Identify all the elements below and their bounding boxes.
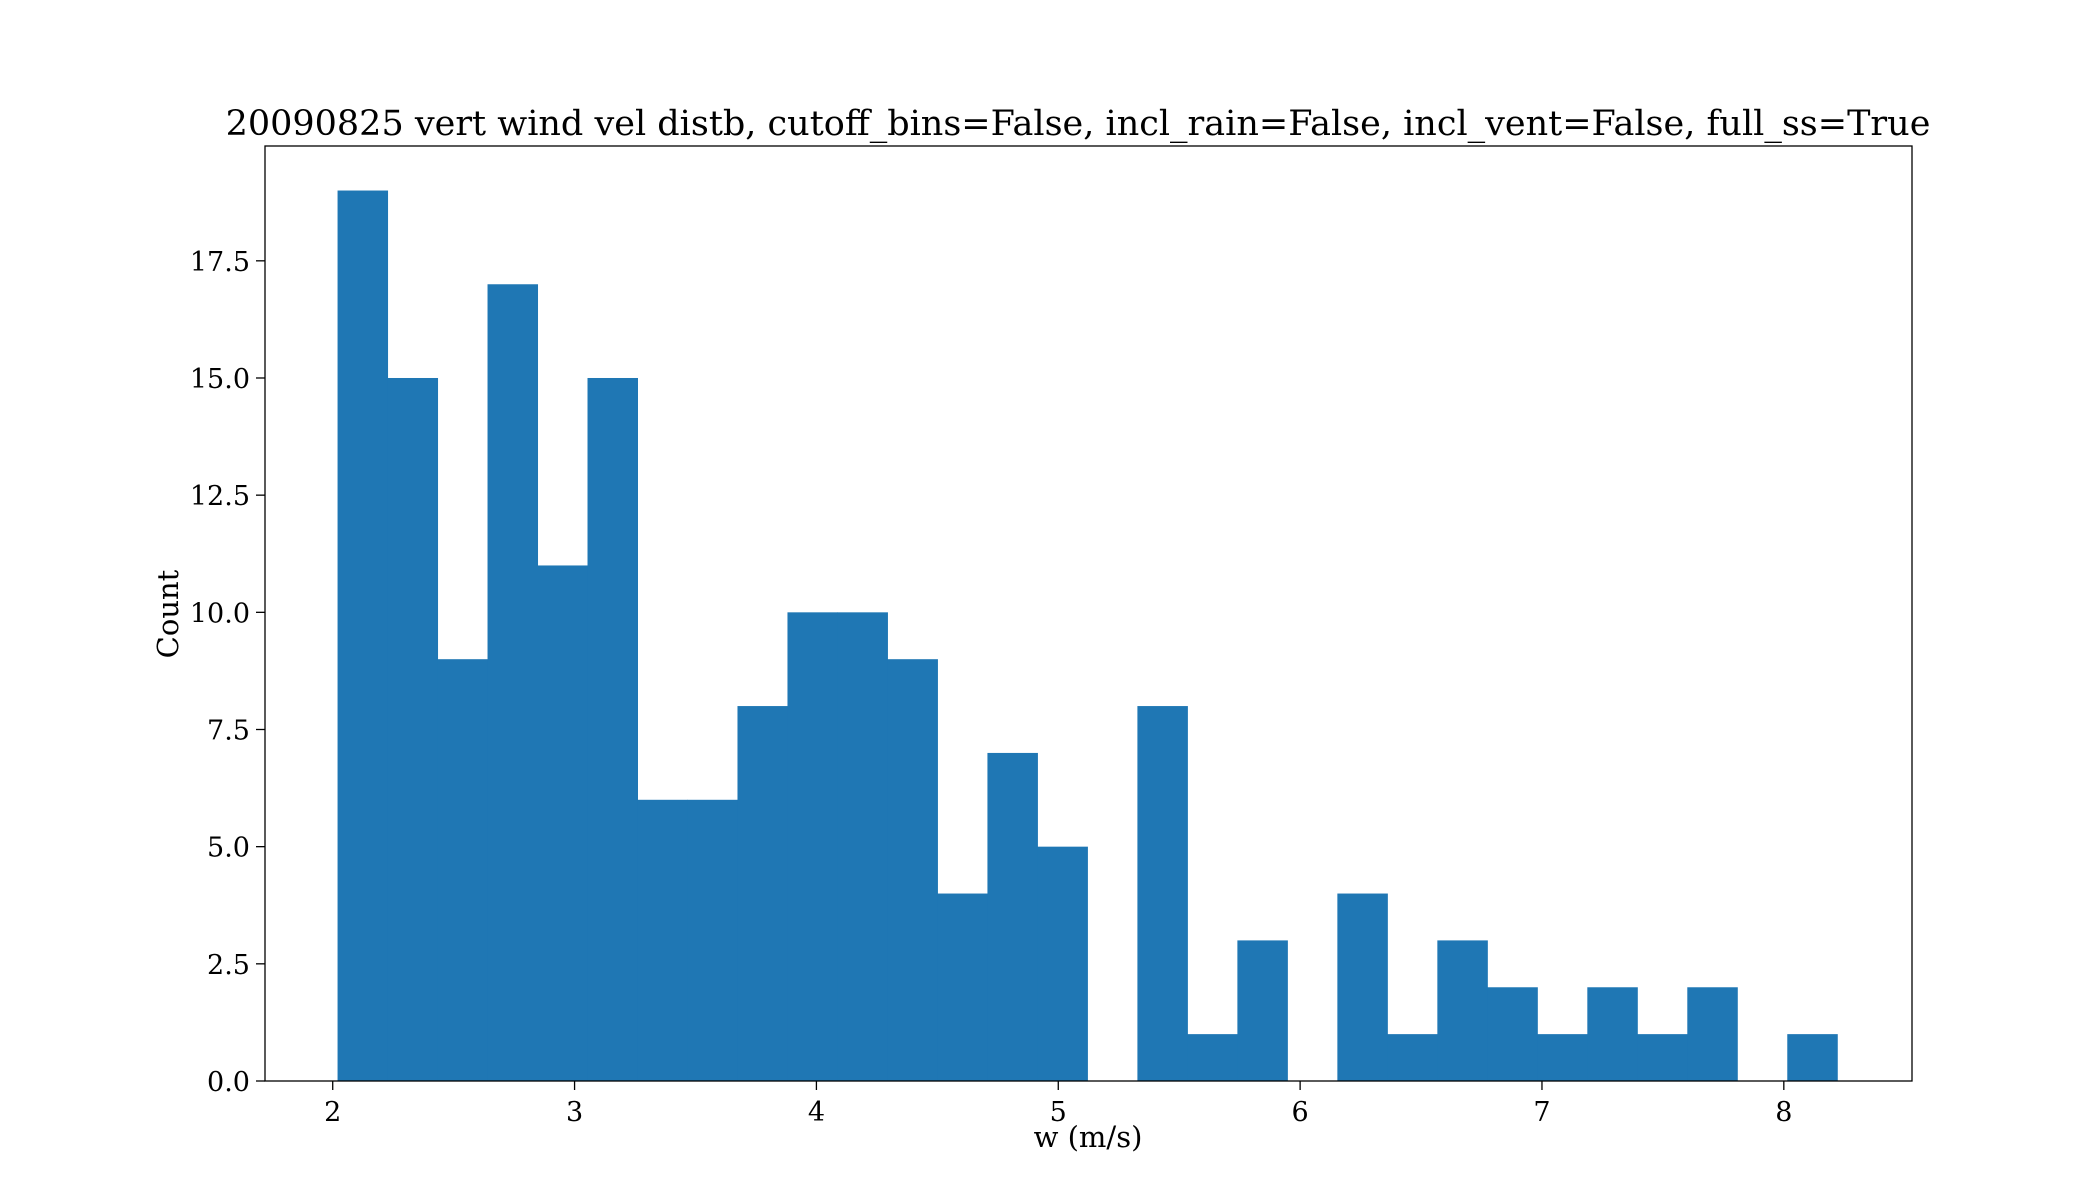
- y-tick-label: 0.0: [207, 1067, 250, 1098]
- y-axis: 0.0 2.5 5.0 7.5 10.0 12.5 15.0 17.5: [190, 247, 265, 1098]
- histogram-bar: [887, 659, 938, 1081]
- histogram-bar: [1687, 987, 1738, 1081]
- histogram-bar: [1237, 940, 1288, 1081]
- histogram-bar: [1787, 1034, 1838, 1081]
- x-tick-label: 7: [1533, 1097, 1550, 1128]
- histogram-bar: [487, 284, 539, 1081]
- y-tick-label: 15.0: [190, 364, 250, 395]
- y-tick-label: 2.5: [207, 950, 250, 981]
- chart-title: 20090825 vert wind vel distb, cutoff_bin…: [226, 104, 1931, 144]
- histogram-bar: [1487, 987, 1538, 1081]
- y-tick-label: 5.0: [207, 833, 250, 864]
- x-tick-label: 4: [808, 1097, 825, 1128]
- y-tick-label: 17.5: [190, 247, 250, 278]
- histogram-bar: [637, 799, 688, 1081]
- histogram-bar: [687, 799, 738, 1081]
- histogram-bar: [737, 706, 788, 1081]
- x-axis: 2 3 4 5 6 7 8: [324, 1081, 1792, 1128]
- histogram-bar: [1037, 846, 1088, 1081]
- x-tick-label: 6: [1292, 1097, 1309, 1128]
- histogram-bar: [437, 659, 489, 1081]
- histogram-bar: [787, 612, 838, 1081]
- x-tick-label: 3: [566, 1097, 583, 1128]
- histogram-bar: [337, 190, 389, 1081]
- histogram-bar: [837, 612, 888, 1081]
- histogram-bar: [937, 893, 988, 1081]
- histogram-bar: [987, 752, 1038, 1081]
- y-tick-label: 10.0: [190, 598, 250, 629]
- histogram-bar: [1187, 1034, 1238, 1081]
- histogram-bar: [387, 377, 439, 1081]
- histogram-bar: [1587, 987, 1638, 1081]
- y-tick-label: 7.5: [207, 715, 250, 746]
- x-tick-label: 2: [324, 1097, 341, 1128]
- y-axis-label: Count: [151, 569, 185, 658]
- histogram-bar: [1637, 1034, 1688, 1081]
- y-tick-label: 12.5: [190, 481, 250, 512]
- x-axis-label: w (m/s): [1034, 1120, 1143, 1154]
- histogram-bar: [1337, 893, 1388, 1081]
- histogram-bar: [537, 565, 589, 1081]
- histogram-bar: [587, 377, 638, 1081]
- histogram-bar: [1437, 940, 1488, 1081]
- bars-group: [337, 190, 1838, 1081]
- histogram-bar: [1387, 1034, 1438, 1081]
- histogram-bar: [1137, 706, 1188, 1081]
- plot-frame: [264, 145, 1913, 1082]
- x-tick-label: 8: [1775, 1097, 1792, 1128]
- histogram-bar: [1537, 1034, 1588, 1081]
- x-tick-label: 5: [1050, 1097, 1067, 1128]
